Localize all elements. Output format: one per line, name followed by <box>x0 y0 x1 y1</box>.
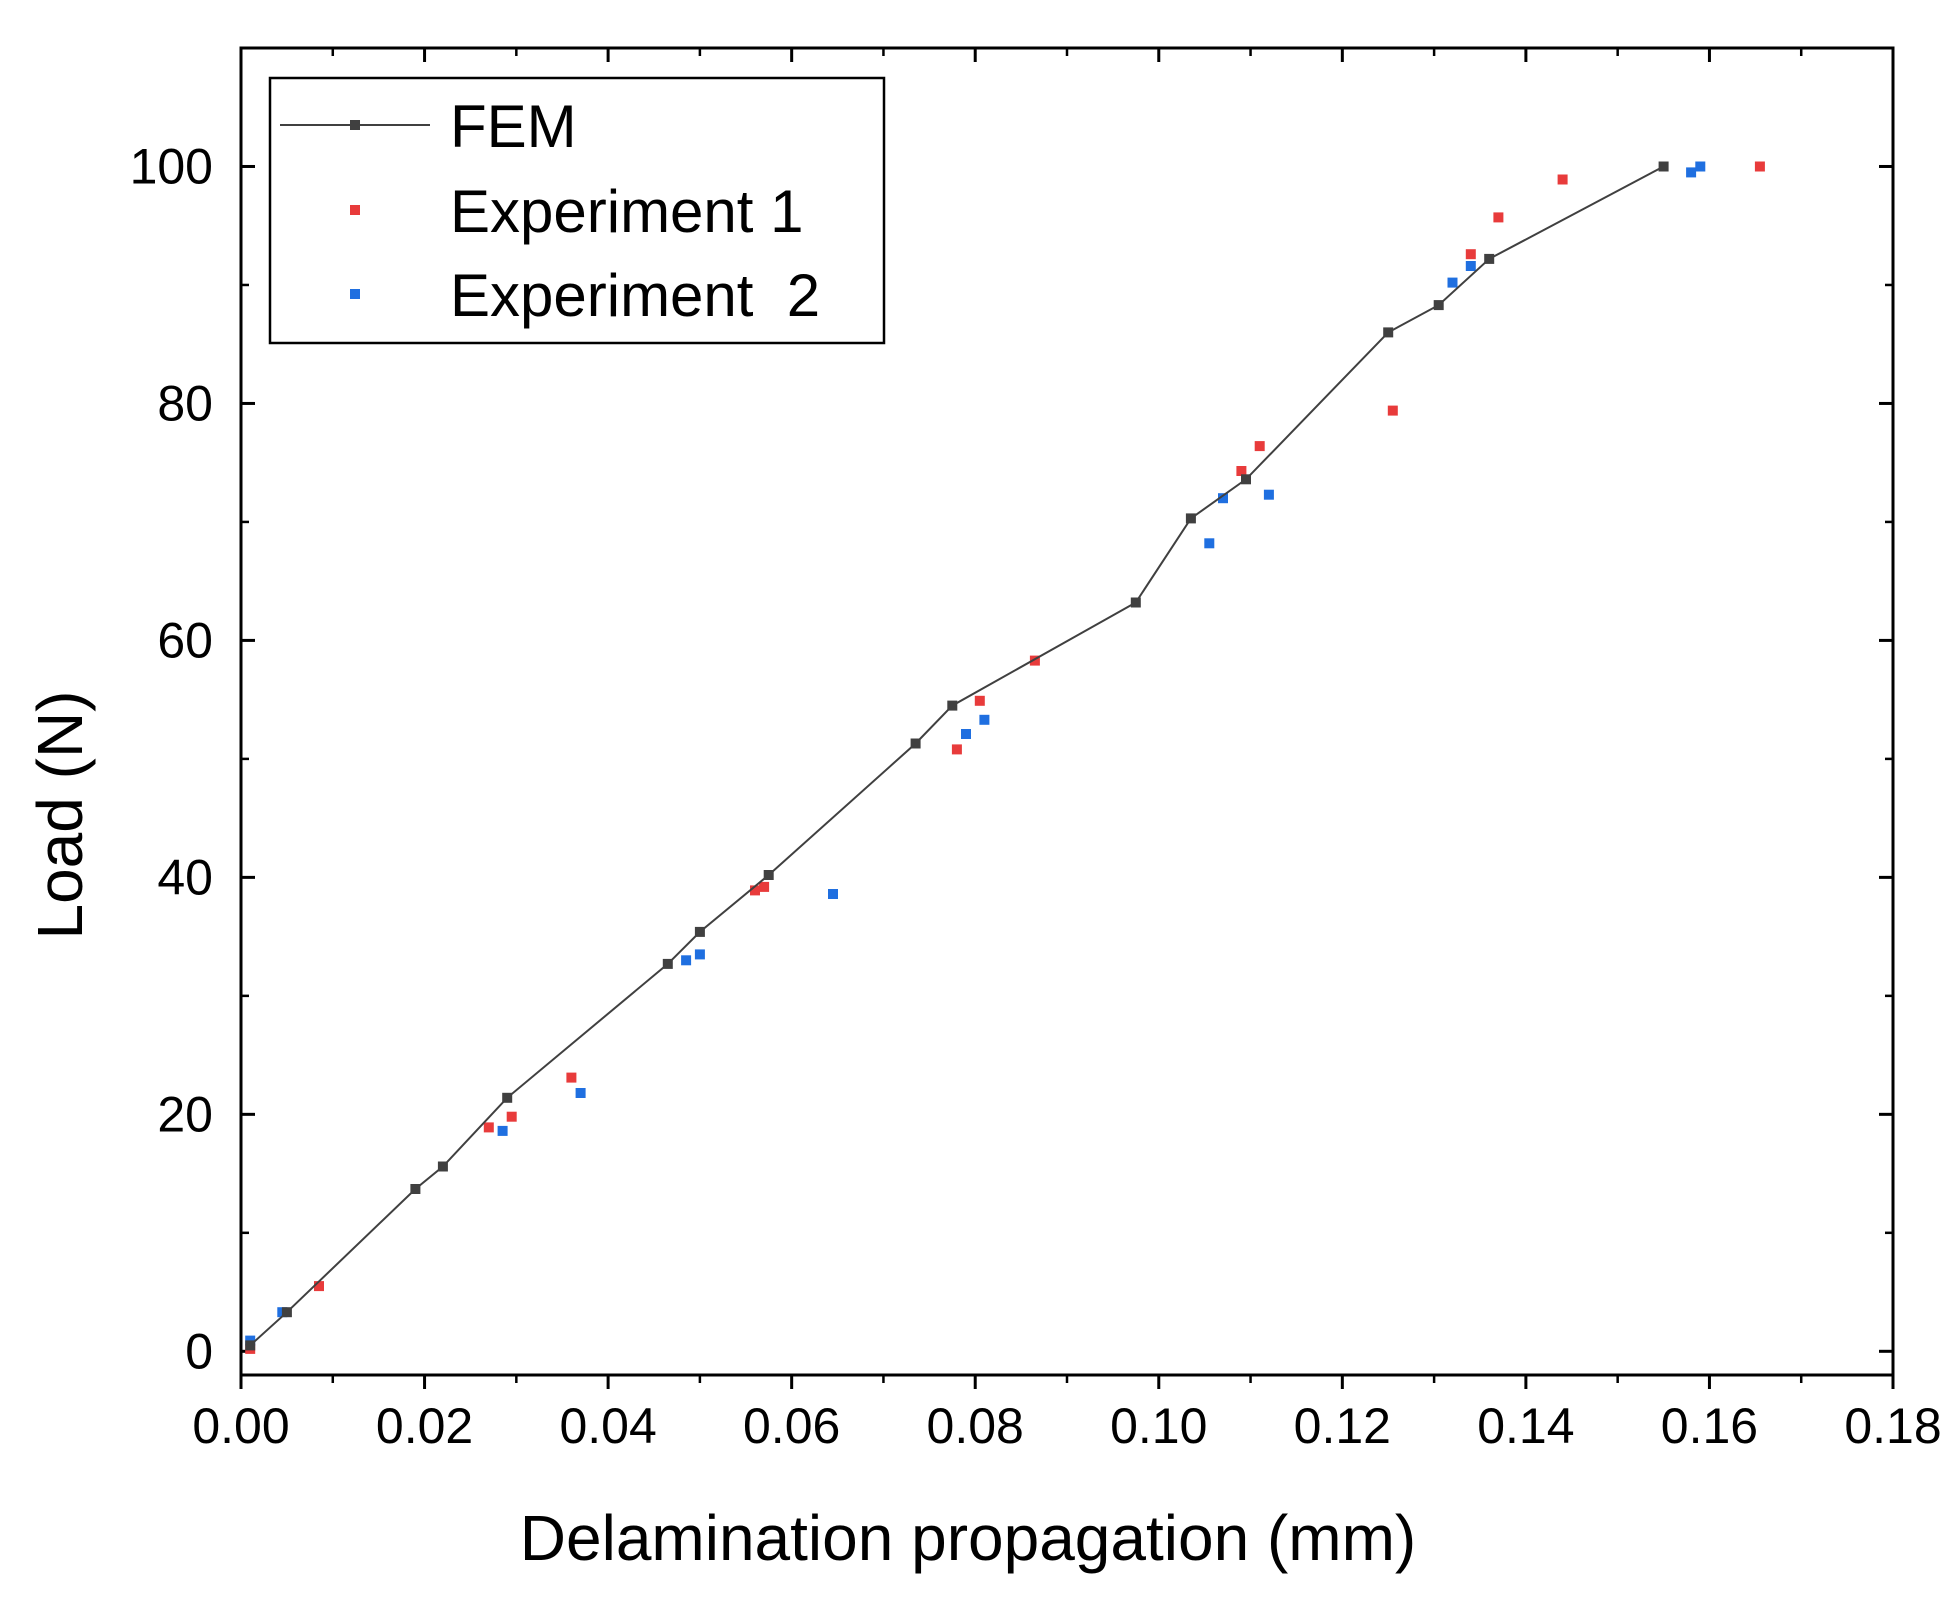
data-point <box>681 955 692 966</box>
data-point <box>694 949 705 960</box>
data-point <box>1557 174 1568 185</box>
data-point <box>1029 655 1040 666</box>
data-point <box>575 1088 586 1098</box>
data-point <box>1254 441 1265 452</box>
data-point <box>1204 538 1215 549</box>
x-tick-label: 0.10 <box>1110 1398 1207 1454</box>
data-point <box>763 870 774 880</box>
data-point <box>483 1122 494 1133</box>
data-point <box>1433 300 1444 311</box>
data-point <box>974 695 985 706</box>
data-point <box>662 958 673 969</box>
data-point <box>759 881 770 892</box>
x-tick-label: 0.16 <box>1661 1398 1758 1454</box>
data-point <box>1754 161 1765 172</box>
legend: FEM Experiment 1 Experiment 2 <box>268 76 886 345</box>
x-tick-label: 0.18 <box>1844 1398 1940 1454</box>
x-tick-label: 0.00 <box>192 1398 289 1454</box>
legend-exp1-marker <box>350 205 360 215</box>
y-axis-title: Load (N) <box>24 691 96 940</box>
data-point <box>497 1125 508 1136</box>
x-axis-title: Delamination propagation (mm) <box>520 1502 1416 1574</box>
x-tick-label: 0.12 <box>1294 1398 1391 1454</box>
data-point <box>828 889 838 899</box>
data-point <box>979 714 990 725</box>
legend-label-experiment-2: Experiment 2 <box>450 262 820 329</box>
x-tick-label: 0.14 <box>1477 1398 1574 1454</box>
series-layer <box>245 161 1765 1354</box>
data-point <box>1241 474 1251 485</box>
y-tick-label: 80 <box>157 375 213 431</box>
x-tick-label: 0.02 <box>376 1398 473 1454</box>
data-point <box>1263 489 1274 500</box>
data-point <box>1686 167 1697 178</box>
legend-box <box>268 76 886 345</box>
x-tick-label: 0.08 <box>927 1398 1024 1454</box>
data-point <box>1484 253 1495 264</box>
data-point <box>506 1111 517 1122</box>
data-point <box>1695 161 1706 172</box>
data-point <box>1185 513 1196 524</box>
data-point <box>410 1184 421 1194</box>
data-point <box>566 1072 577 1083</box>
data-point <box>314 1281 324 1292</box>
series-2 <box>245 161 1706 1346</box>
data-point <box>1236 466 1247 476</box>
data-point <box>1387 405 1398 416</box>
plot-frame <box>239 46 1895 1377</box>
legend-label-fem: FEM <box>450 93 577 160</box>
legend-fem-marker <box>350 120 360 130</box>
series-0 <box>245 161 1669 1351</box>
data-point <box>1658 161 1669 172</box>
data-point <box>245 1340 256 1351</box>
y-tick-label: 0 <box>185 1323 213 1379</box>
data-point <box>1447 277 1458 288</box>
data-point <box>1465 249 1476 260</box>
data-point <box>1130 597 1141 608</box>
data-point <box>1465 261 1476 271</box>
data-point <box>694 926 705 937</box>
y-tick-label: 40 <box>157 849 213 905</box>
data-point <box>1493 212 1504 223</box>
data-point <box>281 1307 292 1318</box>
y-tick-label: 20 <box>157 1086 213 1142</box>
data-point <box>947 700 958 711</box>
data-point <box>951 744 962 755</box>
data-point <box>750 885 760 896</box>
data-point <box>961 729 971 739</box>
data-point <box>437 1161 448 1172</box>
legend-exp2-marker <box>350 289 360 299</box>
y-tick-label: 100 <box>130 138 213 194</box>
data-point <box>910 738 921 749</box>
x-tick-label: 0.04 <box>559 1398 656 1454</box>
y-tick-label: 60 <box>157 612 213 668</box>
data-point <box>1218 493 1228 504</box>
data-point <box>502 1092 513 1103</box>
x-tick-label: 0.06 <box>743 1398 840 1454</box>
legend-label-experiment-1: Experiment 1 <box>450 178 804 245</box>
y-ticks: 0 20 40 60 80 100 <box>130 46 1893 1379</box>
x-ticks: 0.00 0.02 0.04 0.06 0.08 0.10 0.12 0.14 0.16 0.18 <box>192 48 1940 1454</box>
data-point <box>1383 327 1394 338</box>
